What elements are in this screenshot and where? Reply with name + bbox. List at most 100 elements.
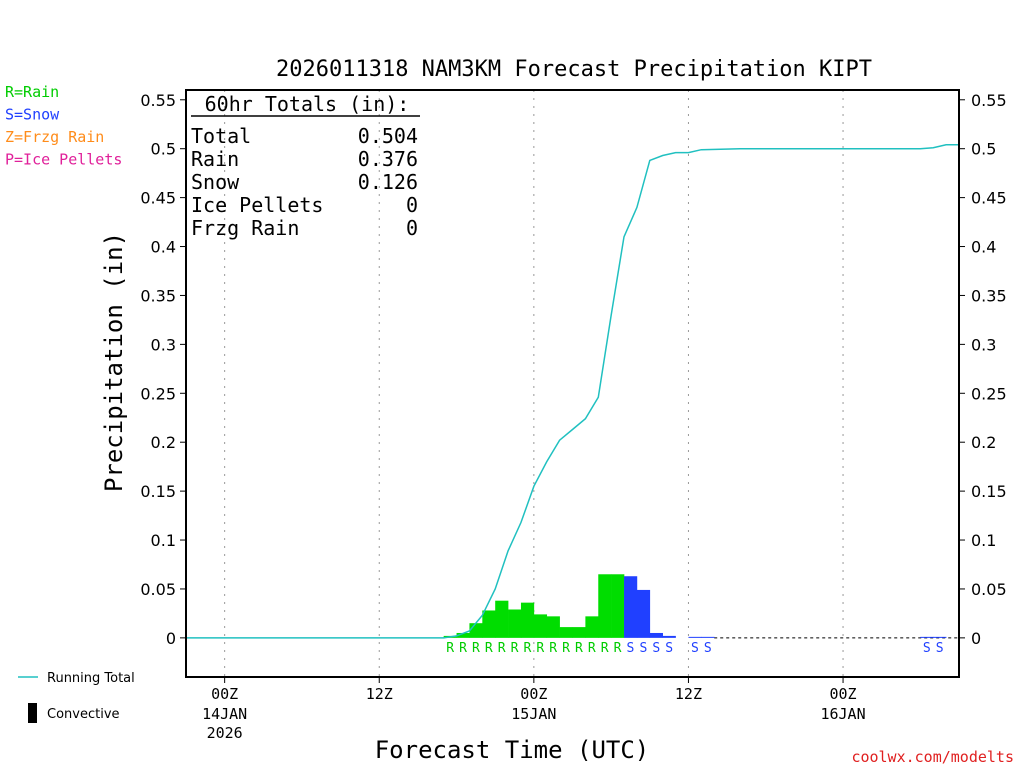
y-tick-label-right: 0.1 — [971, 531, 996, 550]
precip-bar — [495, 600, 509, 638]
precip-bar — [546, 616, 560, 638]
precip-type-label: R — [485, 641, 493, 656]
precip-type-label: R — [614, 641, 622, 656]
totals-value: 0.376 — [358, 147, 418, 171]
y-tick-label-left: 0.1 — [151, 531, 176, 550]
precip-bar — [585, 616, 599, 638]
precip-type-label: R — [549, 641, 557, 656]
y-axis-label: Precipitation (in) — [100, 232, 128, 492]
precip-bar — [520, 602, 535, 638]
y-tick-label-right: 0.55 — [971, 91, 1007, 110]
precip-type-label: R — [446, 641, 454, 656]
y-tick-label-right: 0.45 — [971, 189, 1007, 208]
type-legend-entry: R=Rain — [5, 83, 59, 101]
precip-type-label: R — [601, 641, 609, 656]
precip-bar — [508, 609, 522, 638]
precip-type-label: S — [665, 641, 673, 656]
x-tick-label: 00Z — [520, 685, 547, 703]
precip-type-label: R — [523, 641, 531, 656]
y-tick-label-left: 0.15 — [140, 482, 176, 501]
y-tick-label-left: 0.05 — [140, 580, 176, 599]
type-legend-entry: S=Snow — [5, 106, 60, 124]
precip-type-label: R — [575, 641, 583, 656]
x-tick-date: 14JAN — [202, 705, 247, 723]
y-tick-label-left: 0.5 — [151, 140, 176, 159]
totals-label: Snow — [191, 170, 240, 194]
precip-bar — [572, 627, 586, 638]
precip-type-label: R — [472, 641, 480, 656]
precip-bar — [624, 576, 638, 638]
x-tick-label: 00Z — [211, 685, 238, 703]
y-tick-label-left: 0.45 — [140, 189, 176, 208]
y-tick-label-right: 0.15 — [971, 482, 1007, 501]
precip-bar — [688, 636, 702, 638]
precip-bar — [933, 636, 947, 638]
legend-layer: R=Rain S=Snow Z=Frzg Rain P=Ice Pellets Runn… — [5, 83, 135, 723]
y-tick-label-left: 0.25 — [140, 384, 176, 403]
x-tick-date: 15JAN — [511, 705, 556, 723]
type-legend-entry: P=Ice Pellets — [5, 151, 122, 169]
totals-label: Total — [191, 124, 251, 148]
totals-value: 0.504 — [358, 124, 418, 148]
running-total-line — [186, 144, 959, 639]
x-tick-year: 2026 — [207, 724, 243, 742]
precip-type-label: S — [704, 641, 712, 656]
precip-bar — [598, 574, 612, 638]
y-tick-label-left: 0.4 — [151, 238, 176, 257]
precip-bar — [559, 627, 573, 638]
y-tick-label-right: 0 — [971, 629, 981, 648]
totals-value: 0 — [406, 216, 418, 240]
precip-bar — [701, 636, 715, 638]
y-tick-label-left: 0.3 — [151, 335, 176, 354]
precip-type-label: R — [459, 641, 467, 656]
x-axis-label: Forecast Time (UTC) — [375, 736, 650, 764]
precip-bar — [482, 610, 496, 638]
type-legend-entry: Z=Frzg Rain — [5, 128, 104, 146]
precip-bar — [636, 589, 651, 638]
y-tick-label-right: 0.35 — [971, 286, 1007, 305]
precip-type-label: R — [536, 641, 544, 656]
precip-bar — [533, 614, 548, 638]
precip-bar — [456, 632, 470, 638]
precip-type-label: R — [511, 641, 519, 656]
plot-frame — [185, 89, 960, 678]
bars-layer — [443, 574, 947, 638]
y-tick-label-right: 0.3 — [971, 335, 996, 354]
y-tick-label-right: 0.2 — [971, 433, 996, 452]
y-tick-label-right: 0.25 — [971, 384, 1007, 403]
precip-bar — [920, 636, 934, 638]
precip-type-label: S — [691, 641, 699, 656]
credit-text: coolwx.com/modelts — [851, 748, 1014, 766]
axis-layer: 0 00.05 0.050.1 0.10.15 0.150.2 0.20.25 0.250.… — [140, 89, 1007, 742]
precip-type-label: S — [936, 641, 944, 656]
y-tick-label-right: 0.4 — [971, 238, 996, 257]
totals-label: Frzg Rain — [191, 216, 299, 240]
precip-bar — [611, 574, 625, 638]
precip-type-label: S — [627, 641, 635, 656]
x-tick-label: 00Z — [830, 685, 857, 703]
totals-label: Rain — [191, 147, 239, 171]
totals-value: 0 — [406, 193, 418, 217]
x-tick-date: 16JAN — [820, 705, 865, 723]
convective-legend-label: Convective — [47, 707, 120, 722]
precip-type-label: S — [652, 641, 660, 656]
precip-type-label: R — [588, 641, 596, 656]
totals-box: 60hr Totals (in): Total 0.504 Rain 0.376 Snow… — [191, 92, 420, 240]
y-tick-label-left: 0.55 — [140, 91, 176, 110]
y-tick-label-right: 0.05 — [971, 580, 1007, 599]
x-tick-label: 12Z — [675, 685, 702, 703]
y-tick-label-left: 0.35 — [140, 286, 176, 305]
running-total-legend-label: Running Total — [47, 671, 135, 686]
y-tick-label-left: 0 — [166, 629, 176, 648]
totals-value: 0.126 — [358, 170, 418, 194]
precip-bar — [649, 632, 663, 638]
precip-bar — [469, 623, 483, 638]
chart-title: 2026011318 NAM3KM Forecast Precipitation… — [276, 57, 872, 82]
line-layer — [186, 144, 959, 639]
precip-type-label: R — [562, 641, 570, 656]
precip-type-label: S — [923, 641, 931, 656]
y-tick-label-right: 0.5 — [971, 140, 996, 159]
x-tick-label: 12Z — [366, 685, 393, 703]
